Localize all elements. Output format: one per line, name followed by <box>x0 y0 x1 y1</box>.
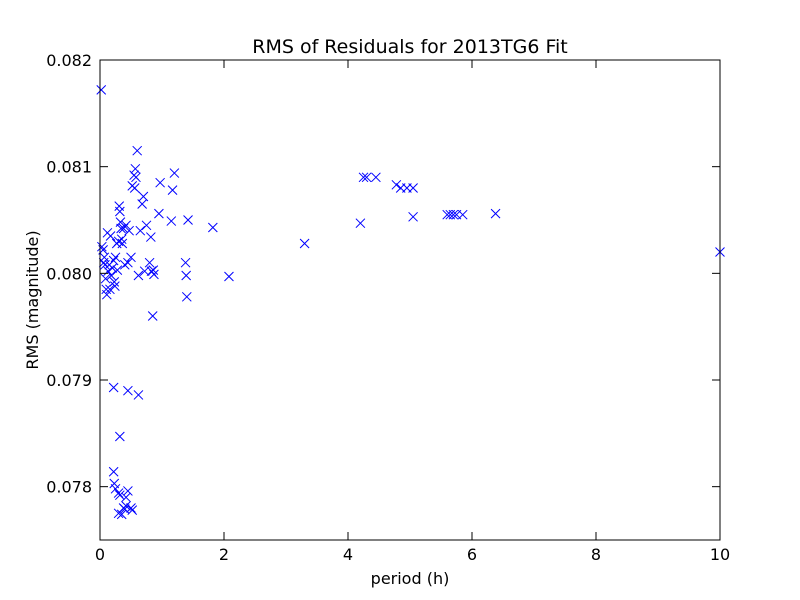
data-point <box>361 172 372 183</box>
data-point <box>166 216 177 226</box>
data-point <box>145 232 156 242</box>
y-axis: 0.078 0.079 0.080 0.081 0.082 <box>46 51 720 497</box>
y-tick-label: 0.078 <box>46 478 92 497</box>
data-point <box>108 382 119 393</box>
data-point <box>371 172 381 183</box>
data-point <box>181 270 192 281</box>
data-point <box>457 209 468 220</box>
data-point <box>355 218 366 229</box>
data-point <box>99 252 110 263</box>
chart-title: RMS of Residuals for 2013TG6 Fit <box>252 36 567 58</box>
data-point <box>108 255 119 266</box>
y-tick-label: 0.080 <box>46 264 92 283</box>
data-point <box>121 492 131 503</box>
data-point <box>97 241 107 252</box>
data-point <box>114 490 125 501</box>
data-point <box>299 238 310 249</box>
data-point <box>126 503 136 513</box>
x-tick-label: 4 <box>343 545 353 564</box>
data-point <box>490 208 501 219</box>
data-point <box>408 211 418 222</box>
data-point <box>154 208 164 219</box>
data-point <box>105 284 115 295</box>
data-point <box>103 266 113 277</box>
data-point <box>147 311 158 321</box>
data-point <box>183 215 193 225</box>
data-point <box>96 85 107 95</box>
x-axis-label: period (h) <box>371 569 450 588</box>
data-point <box>167 185 178 195</box>
x-tick-label: 2 <box>219 545 229 564</box>
data-point <box>139 266 150 277</box>
data-point <box>110 252 121 263</box>
data-point <box>141 220 152 231</box>
data-point <box>114 206 125 217</box>
data-point <box>109 277 120 287</box>
data-point <box>132 145 143 156</box>
x-tick-label: 10 <box>710 545 730 564</box>
data-point <box>131 172 141 183</box>
data-point <box>123 486 133 496</box>
data-point <box>127 505 138 515</box>
data-point <box>124 225 134 236</box>
data-points <box>96 85 725 520</box>
data-point <box>100 259 110 270</box>
data-point <box>133 270 144 281</box>
data-point <box>133 390 144 400</box>
data-point <box>207 222 218 233</box>
data-point <box>123 385 133 396</box>
data-point <box>149 269 159 280</box>
x-tick-label: 0 <box>95 545 105 564</box>
data-point <box>180 257 191 268</box>
data-point <box>119 259 130 270</box>
data-point <box>113 488 124 498</box>
y-tick-label: 0.081 <box>46 158 92 177</box>
data-point <box>144 257 155 268</box>
data-point <box>121 501 131 511</box>
y-axis-label: RMS (magnitude) <box>23 230 42 369</box>
data-point <box>114 431 125 442</box>
data-point <box>224 271 234 282</box>
data-point <box>105 231 116 241</box>
data-point <box>112 265 123 275</box>
data-point <box>110 483 121 494</box>
data-point <box>100 273 111 284</box>
data-point <box>138 191 149 202</box>
data-point <box>121 220 131 231</box>
data-point <box>358 172 369 183</box>
data-point <box>129 183 140 193</box>
data-point <box>123 257 133 268</box>
data-point <box>408 183 418 193</box>
data-point <box>116 223 126 234</box>
data-point <box>116 509 127 520</box>
y-tick-label: 0.082 <box>46 51 92 70</box>
x-axis: 0 2 4 6 8 10 <box>95 60 730 564</box>
x-tick-label: 6 <box>467 545 477 564</box>
data-point <box>108 466 119 477</box>
data-point <box>155 177 165 188</box>
data-point <box>448 209 459 220</box>
x-tick-label: 8 <box>591 545 601 564</box>
data-point <box>101 289 112 300</box>
data-point <box>148 265 159 275</box>
data-point <box>135 225 146 236</box>
data-point <box>116 234 127 245</box>
data-point <box>169 168 180 178</box>
plot-frame <box>99 59 721 541</box>
data-point <box>391 179 402 190</box>
data-point <box>181 291 192 302</box>
data-point <box>130 163 141 174</box>
data-point <box>126 252 136 263</box>
data-point <box>110 281 120 291</box>
data-point <box>117 238 128 249</box>
y-tick-label: 0.079 <box>46 371 92 390</box>
